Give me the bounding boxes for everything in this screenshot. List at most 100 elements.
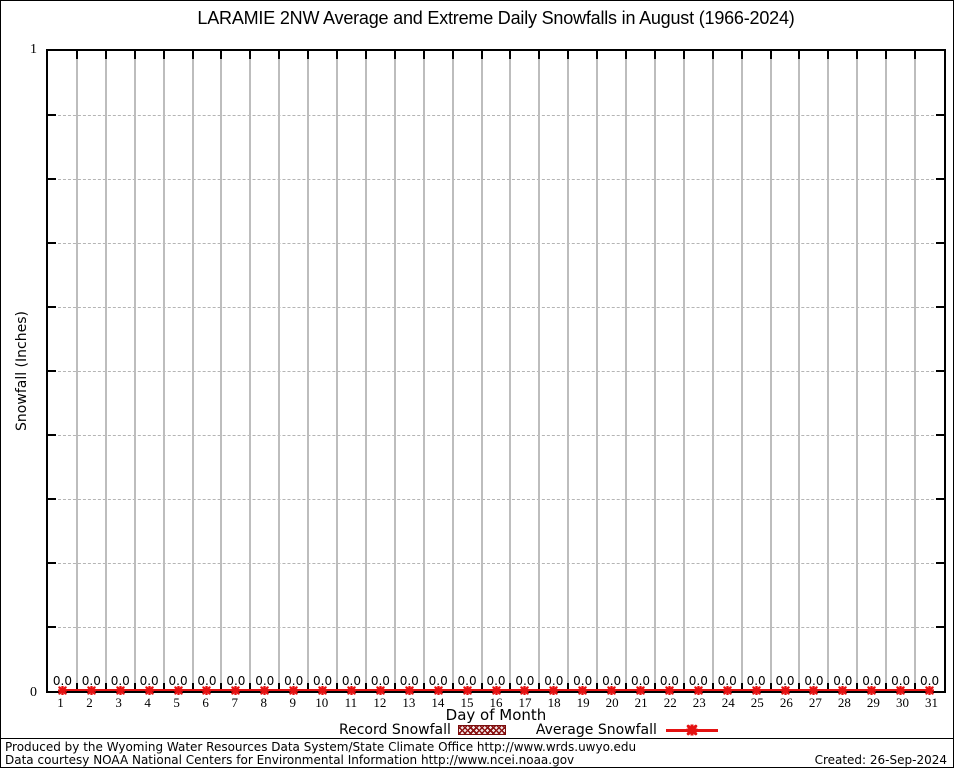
point-value-label: 0.0 [659, 674, 679, 688]
x-axis-tick [740, 683, 743, 691]
vertical-gridline [451, 51, 454, 691]
vertical-gridline [307, 51, 310, 691]
x-axis-tick [885, 683, 888, 691]
point-value-label: 0.0 [515, 674, 535, 688]
y-axis-minor-tick [936, 178, 944, 180]
point-value-label: 0.0 [804, 674, 824, 688]
average-snowfall-marker [578, 685, 588, 695]
day-tick-label: 4 [144, 695, 151, 710]
average-snowfall-marker [549, 685, 559, 695]
horizontal-gridline [48, 435, 944, 436]
point-value-label: 0.0 [688, 674, 708, 688]
x-axis-tick [509, 683, 512, 691]
point-value-label: 0.0 [602, 674, 622, 688]
x-axis-tick [422, 683, 425, 691]
day-tick-label: 2 [86, 695, 93, 710]
average-snowfall-marker [520, 685, 530, 695]
vertical-gridline [653, 51, 656, 691]
vertical-gridline [75, 51, 78, 691]
average-snowfall-marker [202, 685, 212, 695]
legend-record-label: Record Snowfall [339, 722, 451, 738]
x-axis-tick [856, 683, 859, 691]
x-axis-tick [827, 51, 830, 59]
x-axis-day-labels: 1 2 3 4 5 6 7 8 9 10 11 12 13 14 15 16 17 18 19 20 21 22 23 24 2… [46, 695, 946, 710]
vertical-gridline [278, 51, 281, 691]
x-axis-tick [220, 51, 223, 59]
horizontal-gridline [48, 563, 944, 564]
day-tick-label: 8 [260, 695, 267, 710]
point-value-label: 0.0 [81, 674, 101, 688]
point-value-label: 0.0 [284, 674, 304, 688]
x-axis-tick [653, 51, 656, 59]
x-axis-tick [451, 683, 454, 691]
legend-average-label: Average Snowfall [535, 722, 657, 738]
point-value-label: 0.0 [139, 674, 159, 688]
point-value-label: 0.0 [630, 674, 651, 688]
average-snowfall-marker [491, 685, 501, 695]
point-value-label: 0.0 [891, 674, 911, 688]
point-value-label: 0.0 [746, 674, 766, 688]
vertical-gridline [914, 51, 917, 691]
average-snowfall-marker [57, 685, 67, 695]
average-snowfall-marker [780, 685, 790, 695]
average-snowfall-marker [925, 685, 935, 695]
average-snowfall-marker [896, 685, 906, 695]
x-axis-tick [856, 51, 859, 59]
day-tick-label: 24 [721, 695, 735, 710]
x-axis-tick [393, 51, 396, 59]
y-axis-minor-tick [936, 626, 944, 628]
x-axis-tick [220, 683, 223, 691]
x-axis-tick [682, 51, 685, 59]
day-tick-label: 11 [344, 695, 358, 710]
y-tick-label-min: 0 [30, 685, 37, 700]
vertical-gridline [480, 51, 483, 691]
y-axis-minor-tick [936, 114, 944, 116]
average-snowfall-marker [260, 685, 270, 695]
credit-line-2: Data courtesy NOAA National Centers for … [5, 753, 575, 767]
x-axis-tick [596, 683, 599, 691]
x-axis-tick [653, 683, 656, 691]
x-axis-tick [191, 51, 194, 59]
day-tick-label: 31 [924, 695, 938, 710]
y-axis-minor-tick [48, 242, 56, 244]
point-value-label: 0.0 [341, 674, 362, 688]
horizontal-gridline [48, 179, 944, 180]
day-tick-label: 27 [808, 695, 822, 710]
average-snowfall-marker [144, 685, 154, 695]
x-axis-title: Day of Month [445, 706, 547, 724]
horizontal-gridline [48, 627, 944, 628]
x-axis-tick [914, 51, 917, 59]
x-axis-tick [480, 683, 483, 691]
day-tick-label: 19 [576, 695, 590, 710]
y-axis-minor-tick [936, 434, 944, 436]
vertical-gridline [711, 51, 714, 691]
day-tick-label: 30 [895, 695, 909, 710]
horizontal-gridline [48, 243, 944, 244]
point-value-label: 0.0 [255, 674, 275, 688]
x-axis-tick [104, 683, 107, 691]
vertical-gridline [682, 51, 685, 691]
point-value-label: 0.0 [313, 674, 333, 688]
day-tick-label: 18 [547, 695, 561, 710]
average-snowfall-marker [115, 685, 125, 695]
average-snowfall-marker [433, 685, 443, 695]
created-date: Created: 26-Sep-2024 [814, 753, 947, 767]
average-snowfall-marker [404, 685, 414, 695]
x-axis-tick [162, 683, 165, 691]
y-axis-minor-tick [48, 114, 56, 116]
vertical-gridline [885, 51, 888, 691]
x-axis-tick [798, 51, 801, 59]
x-axis-tick [364, 683, 367, 691]
day-tick-label: 5 [173, 695, 180, 710]
day-tick-label: 25 [750, 695, 764, 710]
day-tick-label: 10 [315, 695, 329, 710]
vertical-gridlines-layer [48, 51, 944, 691]
y-axis-title: Snowfall (Inches) [14, 311, 30, 431]
horizontal-gridline [48, 307, 944, 308]
point-value-label: 0.0 [544, 674, 564, 688]
vertical-gridline [162, 51, 165, 691]
vertical-gridline [364, 51, 367, 691]
x-axis-tick [336, 51, 339, 59]
x-axis-tick [191, 683, 194, 691]
horizontal-gridline [48, 499, 944, 500]
